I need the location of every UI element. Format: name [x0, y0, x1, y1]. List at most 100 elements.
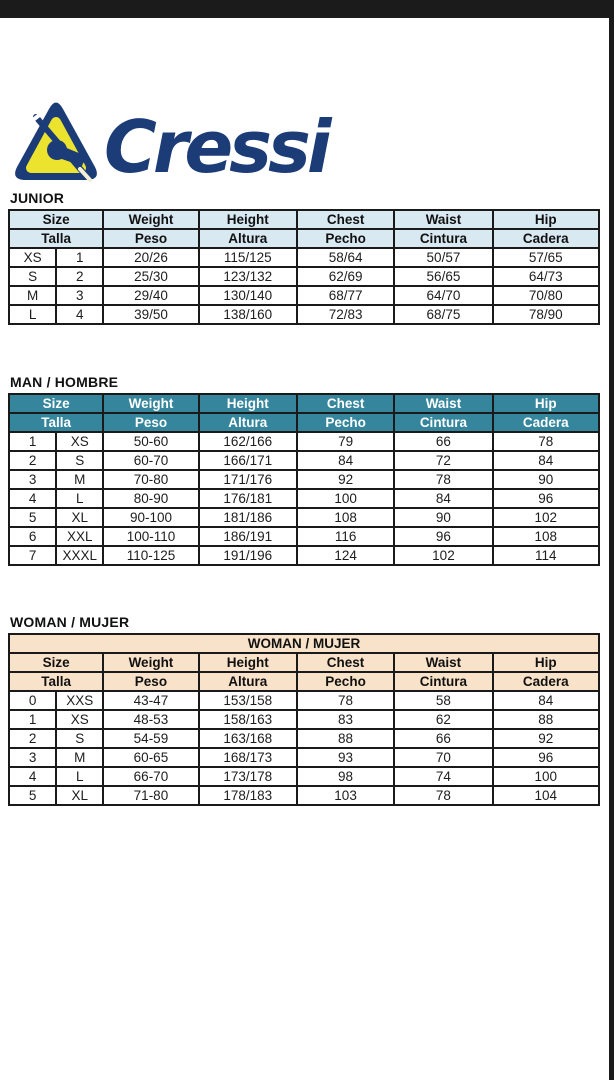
man-size-table: Size Weight Height Chest Waist Hip Talla Peso Al…: [7, 393, 601, 566]
measure-cell: 84: [393, 488, 494, 509]
column-header-es: Talla: [7, 671, 105, 692]
column-header-en: Height: [197, 652, 298, 673]
column-header-en: Height: [197, 393, 298, 414]
measure-cell: 78: [491, 431, 601, 452]
size-cell: XL: [55, 785, 105, 806]
measure-cell: 78/90: [491, 304, 601, 325]
man-size-table-wrap: Size Weight Height Chest Waist Hip Talla Peso Al…: [0, 393, 609, 566]
measure-cell: 104: [491, 785, 601, 806]
measure-cell: 80-90: [102, 488, 200, 509]
measure-cell: 124: [295, 545, 396, 566]
measure-cell: 171/176: [197, 469, 298, 490]
measure-cell: 72/83: [295, 304, 396, 325]
man-data-row: 3 M 70-80 171/176 92 78 90: [7, 469, 601, 490]
man-header-row-es: Talla Peso Altura Pecho Cintura Cadera: [7, 412, 601, 433]
man-data-row: 5 XL 90-100 181/186 108 90 102: [7, 507, 601, 528]
measure-cell: 178/183: [197, 785, 298, 806]
cressi-logo-svg: Cressi: [15, 102, 337, 189]
size-cell: 2: [55, 266, 105, 287]
measure-cell: 58/64: [295, 247, 396, 268]
size-cell: L: [55, 766, 105, 787]
size-cell: M: [55, 747, 105, 768]
column-header-es: Pecho: [295, 228, 396, 249]
measure-cell: 90: [393, 507, 494, 528]
column-header-en: Hip: [491, 652, 601, 673]
column-header-es: Talla: [7, 228, 105, 249]
measure-cell: 78: [393, 469, 494, 490]
cressi-triangle-harpoon-icon: [15, 102, 97, 182]
measure-cell: 66: [393, 431, 494, 452]
column-header-es: Pecho: [295, 671, 396, 692]
top-black-bar: [0, 0, 614, 18]
column-header-en: Chest: [295, 652, 396, 673]
size-cell: XXL: [55, 526, 105, 547]
measure-cell: 78: [393, 785, 494, 806]
column-header-es: Peso: [102, 228, 200, 249]
column-header-es: Cintura: [393, 412, 494, 433]
column-header-en: Size: [7, 652, 105, 673]
measure-cell: 166/171: [197, 450, 298, 471]
measure-cell: 176/181: [197, 488, 298, 509]
right-edge-bar: [609, 0, 614, 1080]
section-label-man: MAN / HOMBRE: [10, 374, 119, 390]
column-header-es: Altura: [197, 671, 298, 692]
measure-cell: 62: [393, 709, 494, 730]
measure-cell: 173/178: [197, 766, 298, 787]
measure-cell: 48-53: [102, 709, 200, 730]
measure-cell: 64/73: [491, 266, 601, 287]
column-header-en: Height: [197, 209, 298, 230]
measure-cell: 60-65: [102, 747, 200, 768]
column-header-es: Altura: [197, 412, 298, 433]
measure-cell: 123/132: [197, 266, 298, 287]
column-header-en: Weight: [102, 209, 200, 230]
measure-cell: 108: [295, 507, 396, 528]
measure-cell: 25/30: [102, 266, 200, 287]
measure-cell: 102: [491, 507, 601, 528]
measure-cell: 96: [393, 526, 494, 547]
measure-cell: 84: [491, 450, 601, 471]
size-cell: 1: [7, 431, 58, 452]
column-header-es: Cadera: [491, 228, 601, 249]
junior-header-row-en: Size Weight Height Chest Waist Hip: [7, 209, 601, 230]
column-header-en: Weight: [102, 652, 200, 673]
measure-cell: 74: [393, 766, 494, 787]
measure-cell: 163/168: [197, 728, 298, 749]
size-cell: XS: [55, 431, 105, 452]
measure-cell: 103: [295, 785, 396, 806]
size-cell: 2: [7, 728, 58, 749]
measure-cell: 56/65: [393, 266, 494, 287]
size-cell: XS: [55, 709, 105, 730]
junior-data-row: XS 1 20/26 115/125 58/64 50/57 57/65: [7, 247, 601, 268]
measure-cell: 115/125: [197, 247, 298, 268]
size-cell: 2: [7, 450, 58, 471]
man-header-row-en: Size Weight Height Chest Waist Hip: [7, 393, 601, 414]
size-cell: 1: [7, 709, 58, 730]
measure-cell: 43-47: [102, 690, 200, 711]
woman-size-table-wrap: WOMAN / MUJER Size Weight Height Chest Waist H…: [0, 633, 609, 806]
measure-cell: 90-100: [102, 507, 200, 528]
size-cell: 1: [55, 247, 105, 268]
measure-cell: 66-70: [102, 766, 200, 787]
size-cell: M: [7, 285, 58, 306]
woman-size-table: WOMAN / MUJER Size Weight Height Chest Waist H…: [7, 633, 601, 806]
measure-cell: 70: [393, 747, 494, 768]
measure-cell: 57/65: [491, 247, 601, 268]
woman-data-row: 4 L 66-70 173/178 98 74 100: [7, 766, 601, 787]
measure-cell: 68/75: [393, 304, 494, 325]
column-header-es: Talla: [7, 412, 105, 433]
measure-cell: 71-80: [102, 785, 200, 806]
column-header-es: Pecho: [295, 412, 396, 433]
woman-data-row: 0 XXS 43-47 153/158 78 58 84: [7, 690, 601, 711]
column-header-en: Waist: [393, 652, 494, 673]
measure-cell: 158/163: [197, 709, 298, 730]
size-cell: S: [7, 266, 58, 287]
measure-cell: 114: [491, 545, 601, 566]
man-data-row: 2 S 60-70 166/171 84 72 84: [7, 450, 601, 471]
measure-cell: 93: [295, 747, 396, 768]
size-cell: 6: [7, 526, 58, 547]
measure-cell: 92: [491, 728, 601, 749]
measure-cell: 84: [295, 450, 396, 471]
measure-cell: 96: [491, 747, 601, 768]
measure-cell: 62/69: [295, 266, 396, 287]
